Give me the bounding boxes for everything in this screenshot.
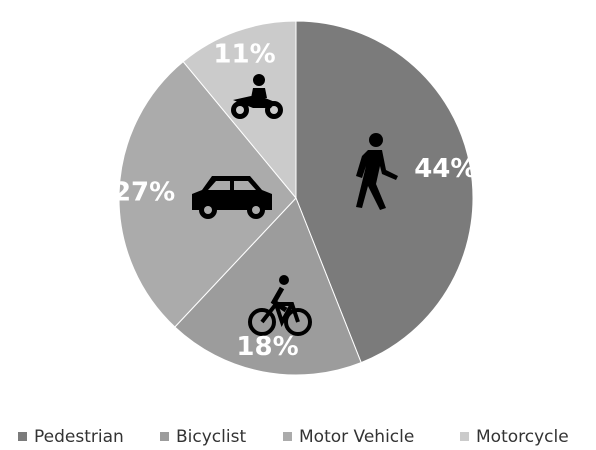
legend: Pedestrian Bicyclist Motor Vehicle Motorcyc… [18,427,569,447]
data-label: 44% [414,154,476,184]
pedestrian-icon [356,133,398,210]
bicycle-icon [248,275,312,336]
legend-label: Motorcycle [476,427,569,447]
legend-swatch [283,432,292,441]
legend-swatch [460,432,469,441]
data-label: 27% [113,178,175,208]
pie-slice [174,197,362,376]
legend-label: Bicyclist [176,427,246,447]
car-icon [192,176,272,219]
motorcycle-icon [231,74,283,119]
icons [192,74,398,336]
legend-label: Motor Vehicle [299,427,414,447]
legend-swatch [160,432,169,441]
legend-label: Pedestrian [34,427,124,447]
legend-swatch [18,432,27,441]
data-label: 18% [236,332,298,362]
pie-slice [295,20,474,364]
data-label: 11% [213,39,275,69]
